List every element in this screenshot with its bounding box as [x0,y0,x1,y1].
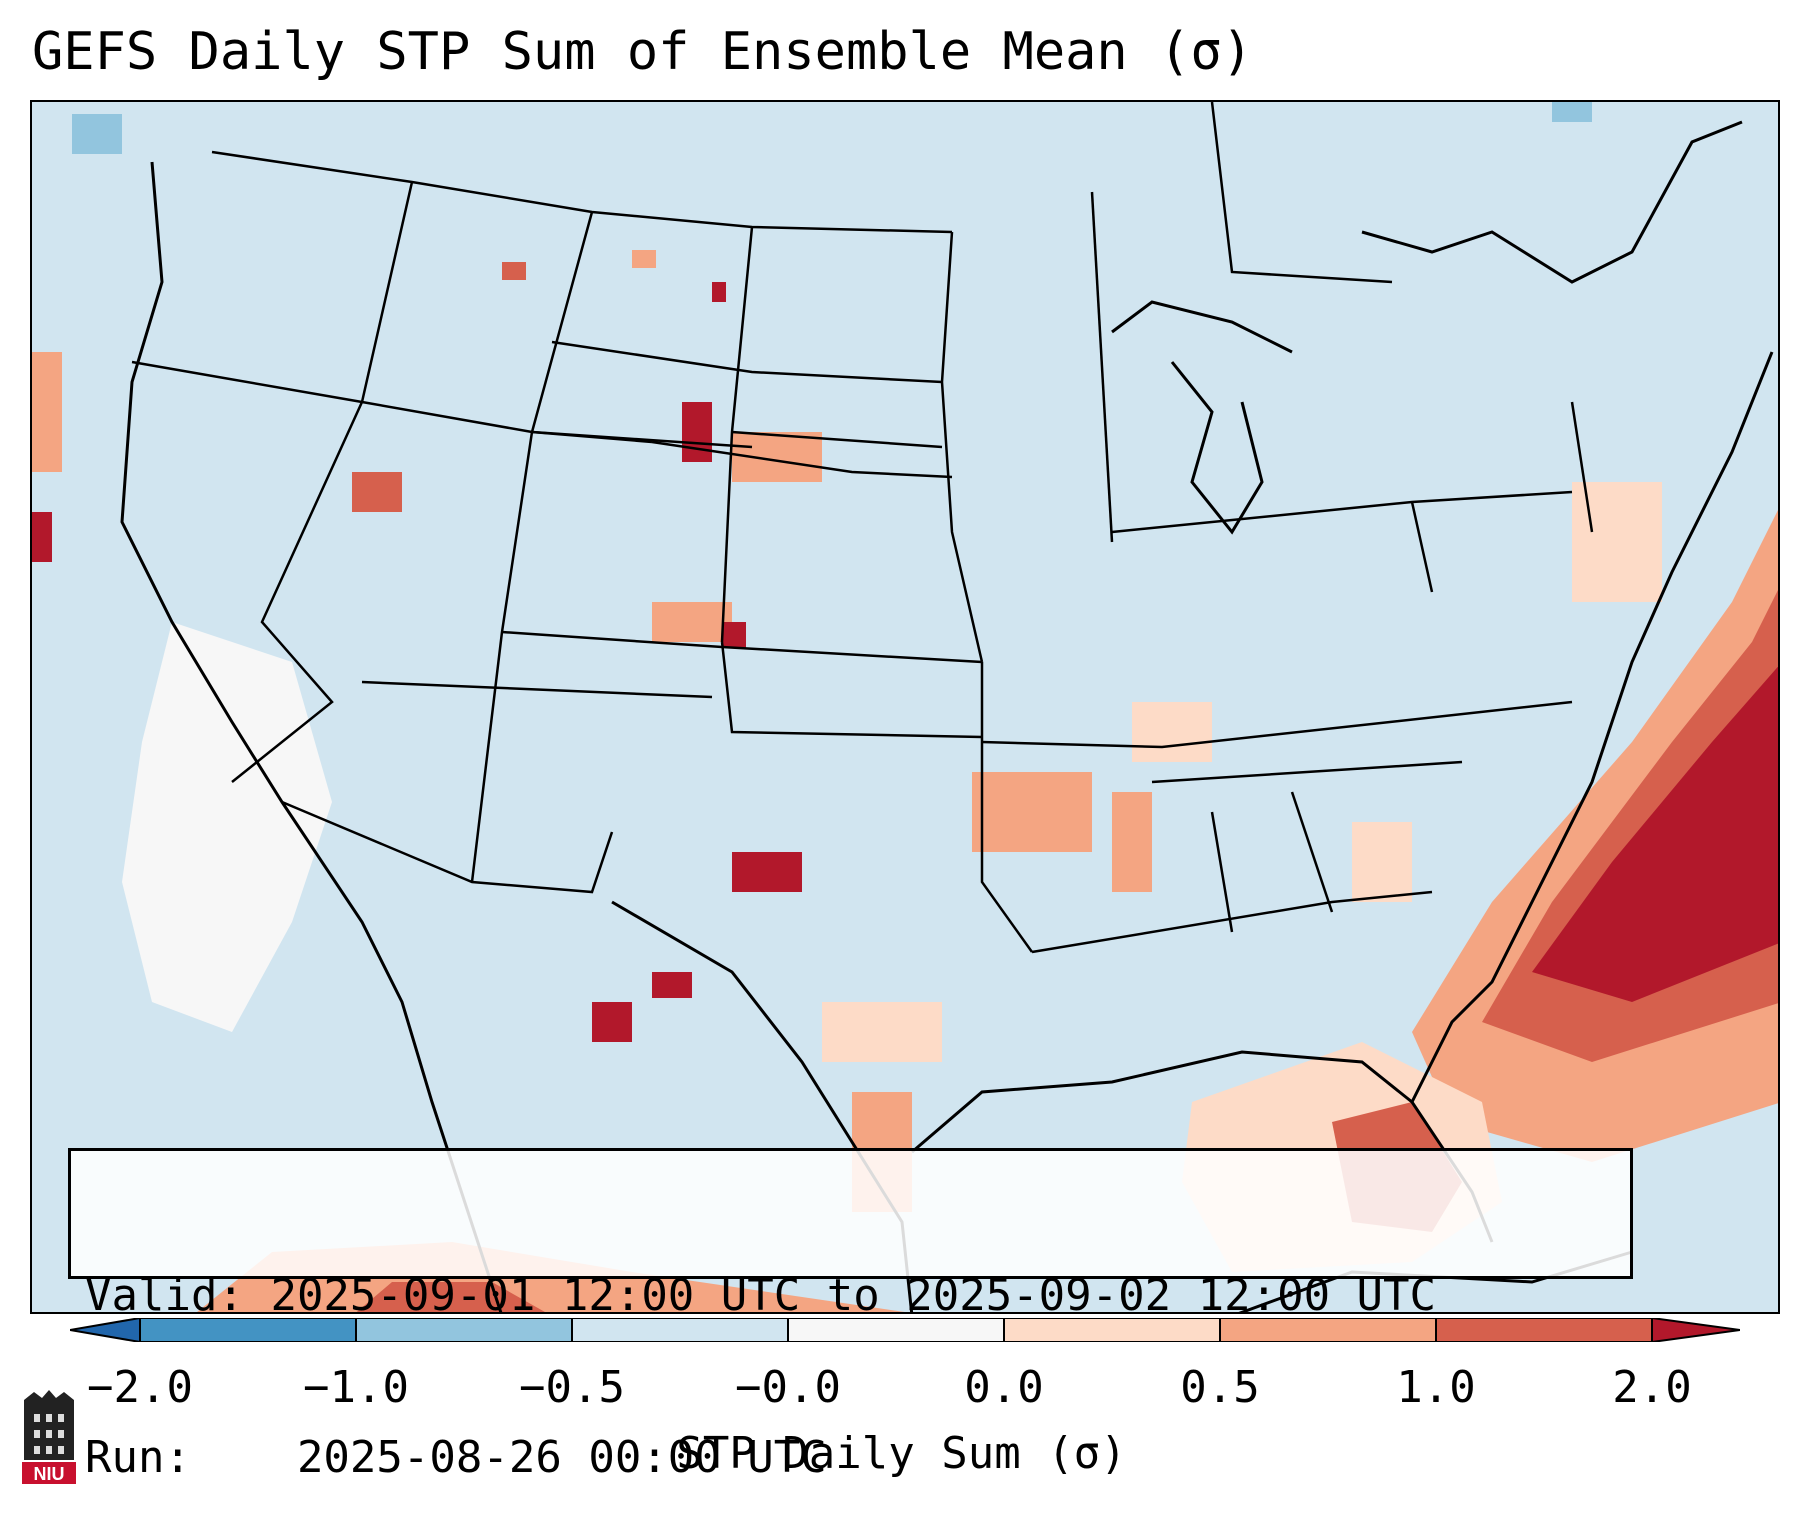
colorbar-tick-marks [139,1318,1653,1342]
chart-title: GEFS Daily STP Sum of Ensemble Mean (σ) [32,22,1253,82]
colorbar [70,1318,1740,1342]
colorbar-segment-2 [356,1318,572,1342]
colorbar-segment-extend-high [1652,1318,1740,1342]
colorbar-label: STP Daily Sum (σ) [676,1428,1127,1479]
map-panel [30,100,1780,1314]
colorbar-tick-label: −1.0 [303,1362,409,1413]
colorbar-tick-label: 2.0 [1612,1362,1692,1413]
colorbar-tick-label: 1.0 [1396,1362,1476,1413]
colorbar-segment-7 [1436,1318,1652,1342]
run-time-value: 2025-08-26 00:00 UTC [296,1432,827,1483]
colorbar-tick-label: −0.0 [735,1362,841,1413]
valid-time-label: Valid: [85,1270,244,1321]
colorbar-tick-label: −0.5 [519,1362,625,1413]
niu-logo-icon: NIU [22,1390,76,1484]
colorbar-segment-1 [140,1318,356,1342]
pacific-neutral-region [122,622,332,1032]
logo-text: NIU [34,1464,65,1484]
valid-time-value: 2025-09-01 12:00 UTC to 2025-09-02 12:00… [270,1270,1437,1321]
colorbar-segment-extend-low [70,1318,140,1342]
run-time-row: Run: 2025-08-26 00:00 UTC [85,1431,1616,1485]
valid-time-row: Valid: 2025-09-01 12:00 UTC to 2025-09-0… [85,1269,1616,1323]
colorbar-segment-4 [788,1318,1004,1342]
colorbar-tick-label: 0.5 [1180,1362,1260,1413]
state-boundaries [131,102,1594,954]
colorbar-tick-label: −2.0 [87,1362,193,1413]
atlantic-plume-core [1532,666,1778,1002]
colorbar-segment-5 [1004,1318,1220,1342]
colorbar-tick-label: 0.0 [964,1362,1044,1413]
map-canvas [32,102,1778,1312]
run-time-label: Run: [85,1432,191,1483]
colorbar-segment-3 [572,1318,788,1342]
colorbar-segment-6 [1220,1318,1436,1342]
validity-info-box: Valid: 2025-09-01 12:00 UTC to 2025-09-0… [68,1148,1633,1483]
